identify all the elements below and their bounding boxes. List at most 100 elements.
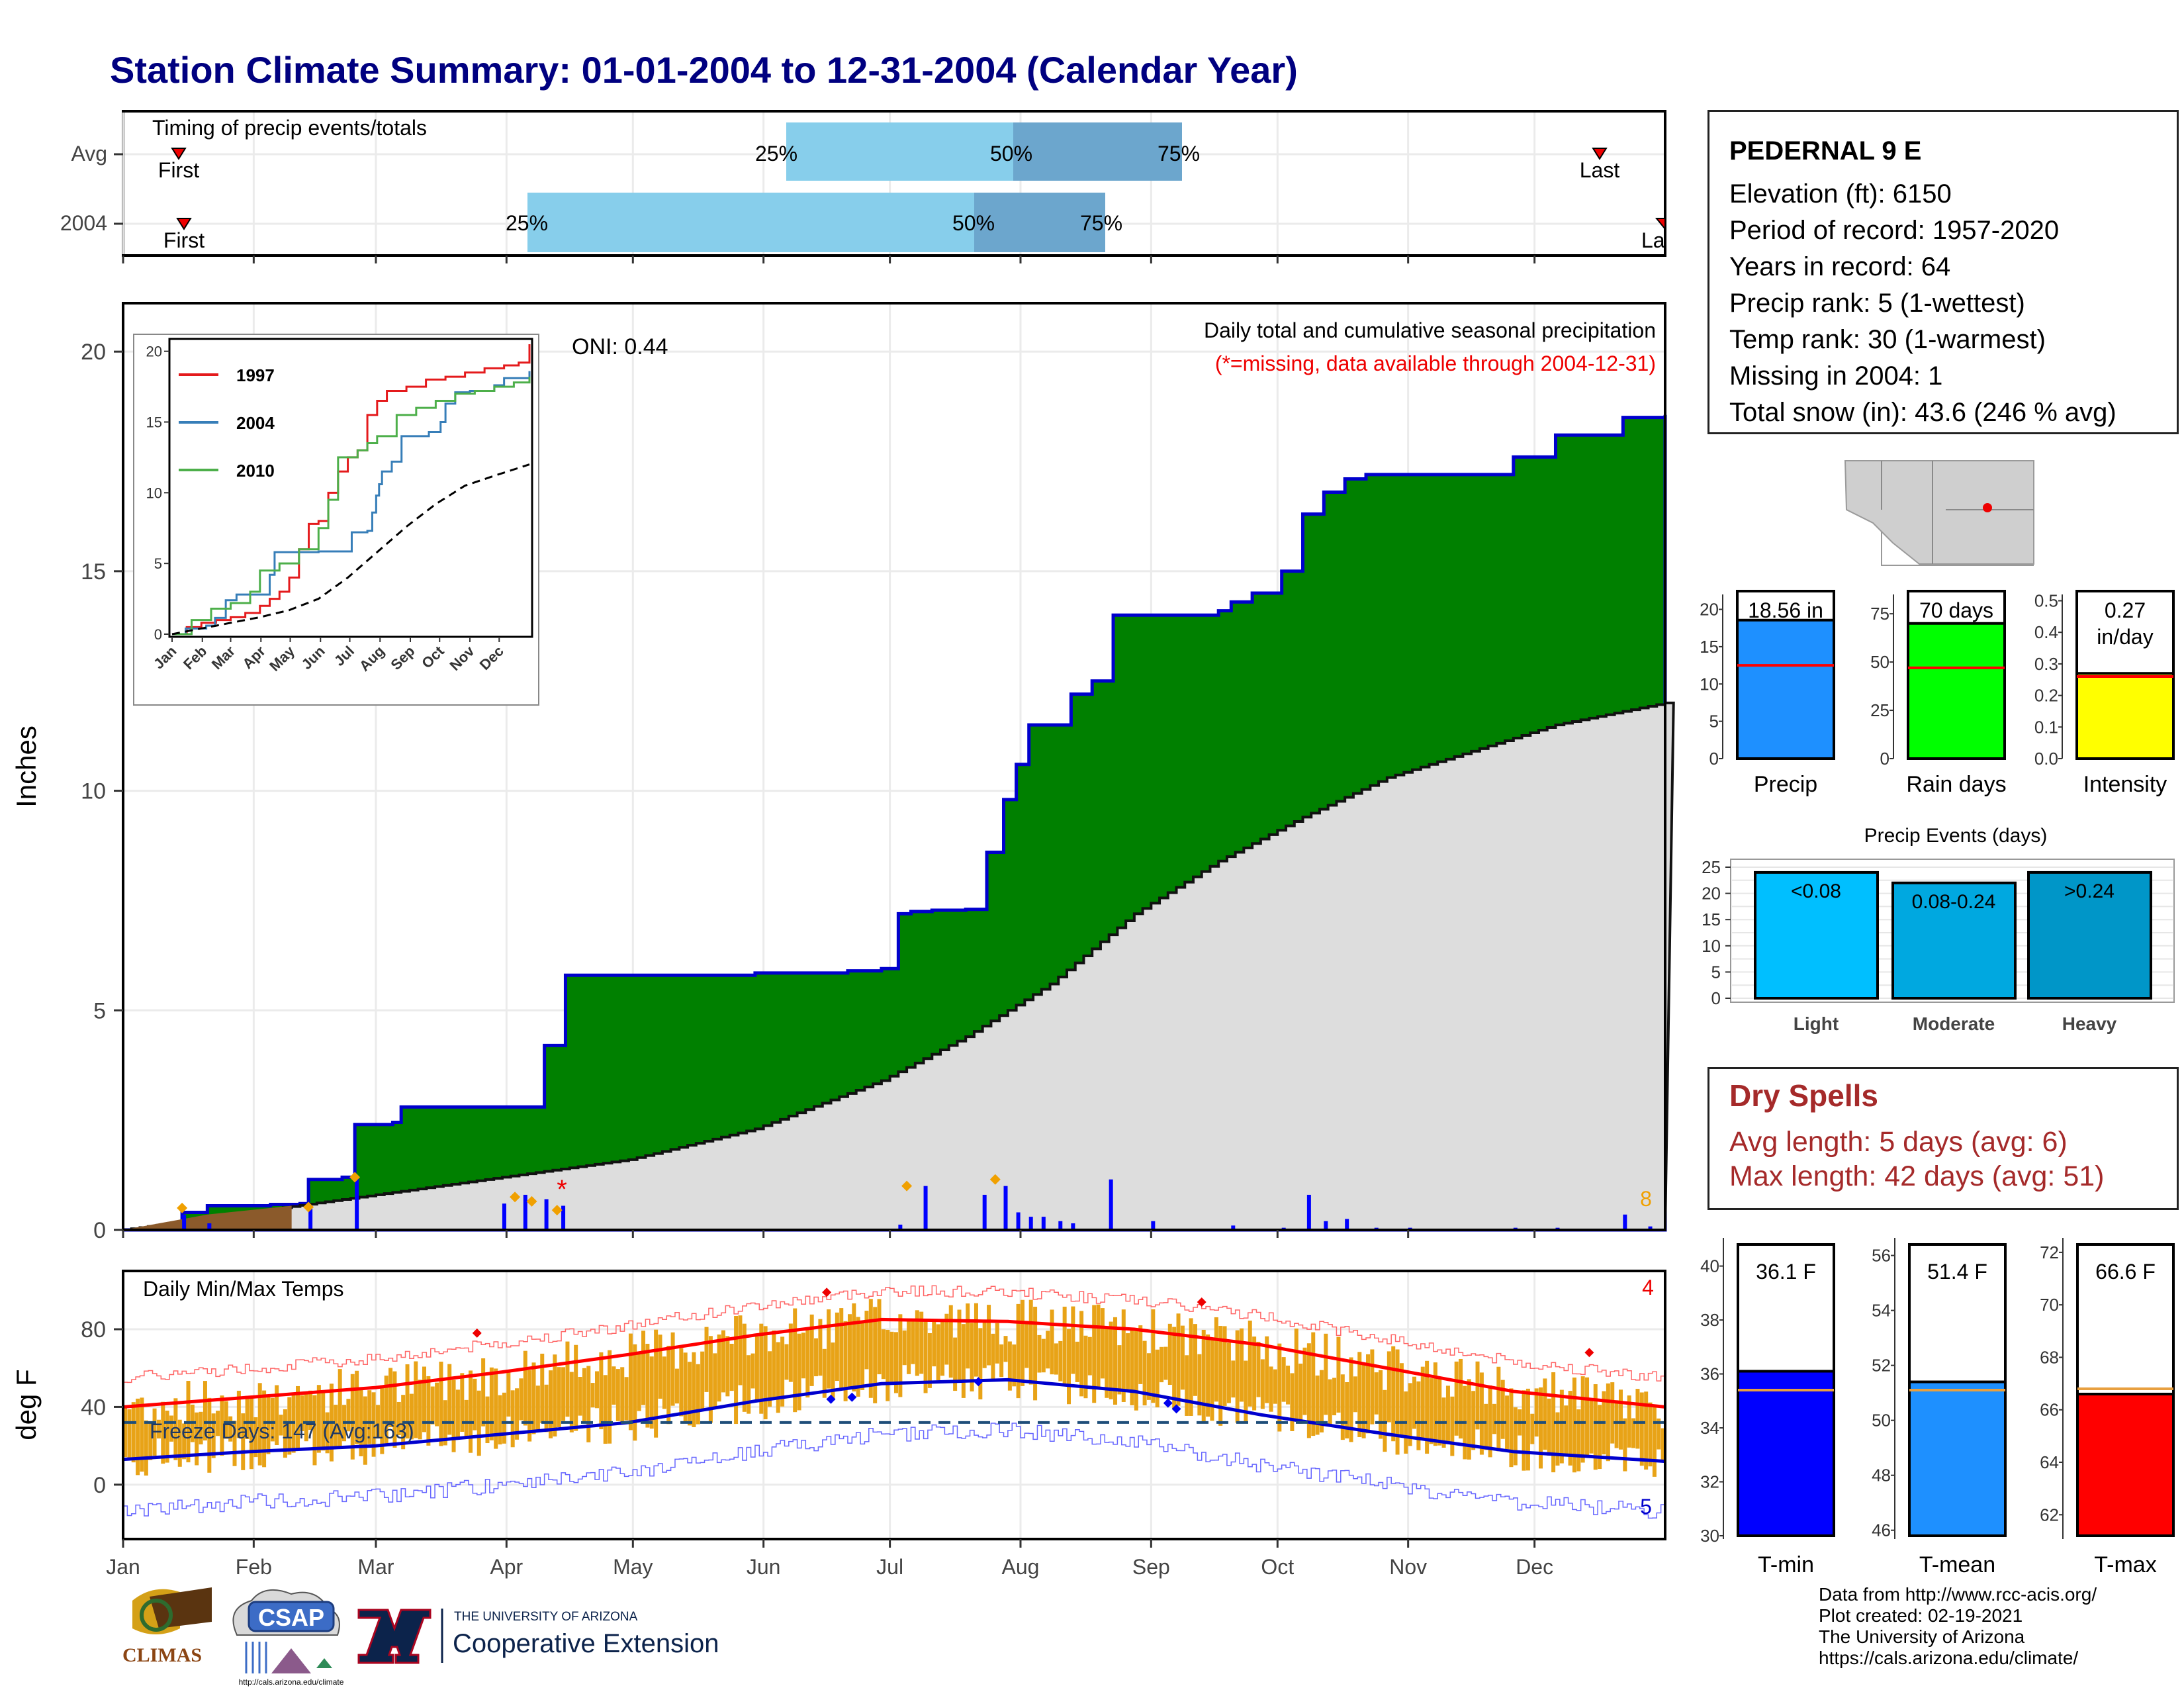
footer-credits: Data from http://www.rcc-acis.org/ Plot … (1819, 1584, 2097, 1669)
temp-record-marker (1163, 1398, 1173, 1408)
temp-range-bar (683, 1352, 688, 1423)
temp-range-bar (451, 1380, 456, 1452)
timing-2004-first: First (163, 228, 205, 252)
cold-count: 5 (1640, 1495, 1652, 1519)
temp-range-bar (1412, 1376, 1417, 1429)
temp-range-bar (948, 1305, 953, 1378)
temp-range-bar (780, 1336, 785, 1407)
temp-range-bar (565, 1341, 570, 1417)
timing-panel: Timing of precip events/totals Avg 2004 … (60, 110, 1666, 257)
temp-range-bar (1555, 1412, 1560, 1466)
temp-range-bar (852, 1303, 856, 1392)
temp-range-bar (1631, 1418, 1636, 1448)
temp-range-bar (464, 1399, 469, 1438)
temp-range-bar (1551, 1372, 1556, 1473)
temp-range-bar (586, 1366, 591, 1442)
temp-range-bar (1016, 1303, 1021, 1399)
temp-range-bar (881, 1329, 886, 1380)
temp-range-bar (359, 1389, 363, 1456)
temp-range-bar (831, 1342, 835, 1399)
temp-range-bar (1366, 1354, 1371, 1434)
temp-range-bar (1492, 1403, 1496, 1434)
events-bar-label: <0.08 (1791, 880, 1841, 902)
daily-precip-bars (123, 1177, 1653, 1230)
timing-avg-last-marker (1592, 148, 1608, 160)
temp-range-bar (1012, 1344, 1017, 1387)
snow-marker (526, 1196, 537, 1207)
temp-range-bar (1273, 1369, 1277, 1404)
daily-precip-bar (1231, 1225, 1236, 1230)
temp-range-bar (768, 1351, 772, 1407)
temp-range-bar (1087, 1336, 1092, 1376)
temp-range-bar (1416, 1381, 1421, 1450)
temp-range-bar (257, 1383, 262, 1466)
temp-range-bar (923, 1319, 928, 1393)
timing-avg-first-marker (171, 148, 187, 160)
temp-range-bar (1568, 1391, 1572, 1466)
temp-range-bar (966, 1303, 970, 1369)
station-snow: Total snow (in): 43.6 (246 % avg) (1729, 398, 2116, 427)
timing-2004-bar-light (527, 193, 974, 252)
footer-line-3: The University of Arizona (1819, 1626, 2025, 1647)
temp-range-bar (334, 1405, 338, 1447)
temp-range-bar (1024, 1321, 1029, 1368)
events-bar-heavy (2027, 870, 2152, 1000)
tmean-summary-ytick-label: 46 (1872, 1521, 1891, 1540)
temp-range-bar (489, 1367, 494, 1440)
temp-range-bar (868, 1299, 873, 1398)
temp-range-bar (439, 1361, 443, 1446)
temp-range-bar (220, 1395, 224, 1456)
temp-range-bar (1450, 1396, 1455, 1456)
month-label-feb: Feb (236, 1555, 272, 1579)
temp-range-bar (1126, 1333, 1130, 1389)
temp-range-bar (1172, 1327, 1177, 1409)
temp-range-bar (1020, 1299, 1024, 1386)
precip-summary-bar (1736, 618, 1835, 761)
precip-ytick-label: 5 (93, 998, 106, 1023)
temp-range-bar (325, 1412, 330, 1454)
month-axis: Jan Feb Mar Apr May Jun Jul Aug Sep Oct Nov Dec (106, 256, 1553, 1579)
temp-range-bar (1252, 1336, 1257, 1411)
page-title: Station Climate Summary: 01-01-2004 to 1… (110, 49, 1298, 91)
temp-range-bar (396, 1401, 401, 1436)
temp-range-bar (156, 1419, 161, 1439)
month-label-oct: Oct (1261, 1555, 1294, 1579)
temp-range-bar (1539, 1387, 1543, 1469)
temp-range-bar (784, 1344, 789, 1380)
timing-avg-p50: 50% (990, 142, 1032, 165)
temp-range-bar (856, 1317, 860, 1397)
temp-range-bar (1543, 1378, 1547, 1450)
temp-range-bar (1176, 1313, 1181, 1406)
temp-range-bar (809, 1314, 814, 1386)
temp-range-bar (1096, 1304, 1101, 1389)
temp-range-bar (772, 1330, 776, 1399)
summary-bars: 0 5 10 15 20 Precip 18.56 in 0 25 50 75 Rain days 70… (1700, 590, 2175, 797)
precip-chart: 0 5 10 15 20 Inches Daily total and cumulati… (11, 302, 1675, 1243)
temp-range-bar (182, 1423, 187, 1460)
temp-range-bar (1306, 1343, 1311, 1438)
temp-range-bar (902, 1330, 907, 1366)
timing-2004-p75: 75% (1080, 211, 1122, 235)
temp-range-bar (957, 1309, 962, 1382)
temp-range-bar (287, 1397, 292, 1455)
temp-range-bar (1496, 1366, 1501, 1452)
inset-ytick-label: 20 (146, 344, 162, 360)
temp-range-bar (1256, 1341, 1261, 1397)
daily-precip-bar (1003, 1186, 1008, 1230)
temp-range-bar (999, 1344, 1004, 1378)
temp-range-bar (148, 1423, 153, 1460)
events-ytick-label: 25 (1702, 857, 1721, 877)
temp-range-bar (308, 1390, 313, 1430)
temp-range-bar (224, 1401, 228, 1439)
tmax-summary-value-label: 66.6 F (2095, 1260, 2156, 1284)
timing-avg-label: Avg (71, 142, 107, 165)
daily-precip-bar (1345, 1219, 1349, 1230)
temp-range-bar (1062, 1306, 1067, 1387)
daily-precip-bar (982, 1194, 987, 1230)
temp-range-bar (729, 1344, 734, 1391)
temp-range-bar (485, 1396, 490, 1444)
temp-range-bar (1332, 1378, 1337, 1416)
temp-range-bar (734, 1316, 739, 1425)
temp-range-bar (1614, 1400, 1619, 1448)
